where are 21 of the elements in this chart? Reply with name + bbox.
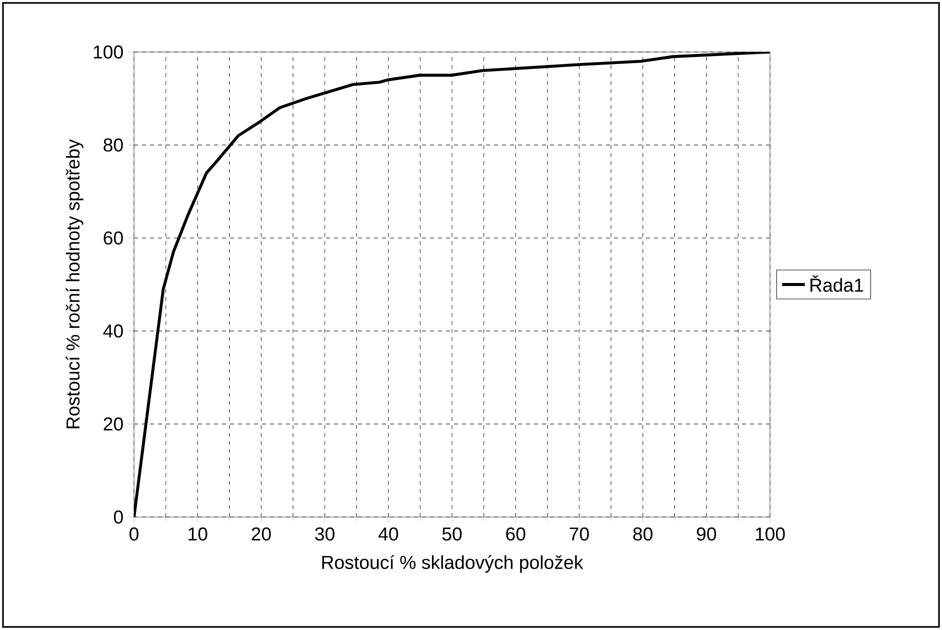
- y-axis-title: Rostoucí % roční hodnoty spotřeby: [66, 139, 84, 428]
- y-tick-label: 100: [94, 45, 123, 59]
- x-tick-label: 40: [378, 527, 398, 541]
- x-tick-label: 0: [130, 527, 138, 541]
- x-axis-title: Rostoucí % skladových položek: [322, 555, 584, 573]
- legend-label: Řada1: [810, 275, 864, 292]
- y-tick-label: 60: [104, 231, 123, 245]
- y-tick-label: 20: [104, 417, 123, 431]
- x-tick-label: 100: [756, 527, 785, 541]
- x-tick-label: 80: [633, 527, 652, 541]
- x-tick-label: 90: [696, 527, 716, 541]
- y-tick-label: 40: [103, 324, 123, 338]
- x-tick-label: 50: [442, 527, 462, 541]
- x-tick-label: 70: [570, 527, 589, 541]
- x-tick-label: 30: [315, 527, 334, 541]
- x-tick-label: 60: [506, 527, 526, 541]
- x-tick-label: 10: [188, 527, 208, 541]
- x-tick-label: 20: [252, 527, 271, 541]
- y-tick-label: 0: [114, 510, 123, 524]
- line-series: [134, 52, 770, 517]
- y-tick-label: 80: [104, 138, 123, 152]
